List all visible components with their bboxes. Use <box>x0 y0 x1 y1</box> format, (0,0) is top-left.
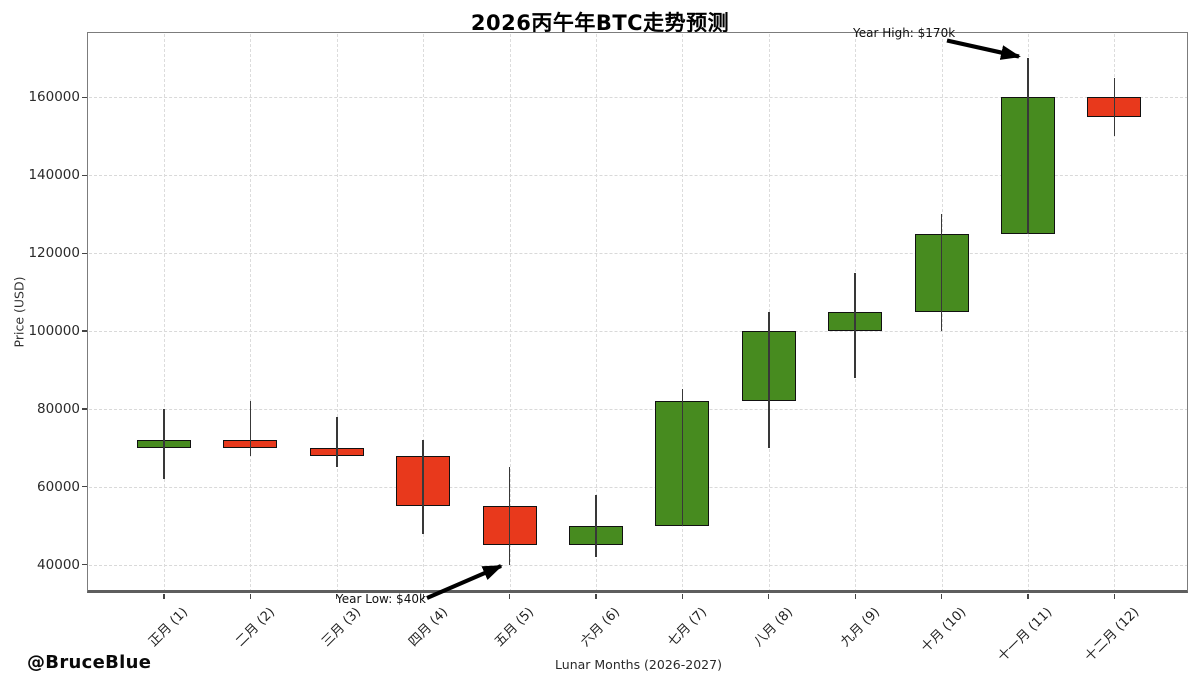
x-tick-label-5: 五月 (5) <box>492 604 538 650</box>
candle-wick-正月 (1) <box>163 408 165 480</box>
x-tick-mark-10 <box>941 594 943 599</box>
candle-wick-四月 (4) <box>422 440 425 534</box>
y-tick-label-60000: 60000 <box>37 478 80 495</box>
candle-wick-七月 (7) <box>681 389 684 526</box>
x-tick-label-11: 十一月 (11) <box>995 604 1056 665</box>
candle-wick-十二月 (12) <box>1113 77 1116 137</box>
x-tick-label-12: 十二月 (12) <box>1081 604 1142 665</box>
h-gridline-120000 <box>89 253 1188 255</box>
y-axis-label: Price (USD) <box>11 276 27 348</box>
x-tick-mark-9 <box>854 594 856 599</box>
y-tick-mark-100000 <box>82 330 88 332</box>
v-gridline-3 <box>336 34 338 592</box>
x-tick-label-6: 六月 (6) <box>578 604 624 650</box>
h-gridline-40000 <box>89 564 1188 566</box>
x-tick-label-3: 三月 (3) <box>319 604 365 650</box>
y-tick-label-120000: 120000 <box>28 245 80 262</box>
candle-wick-二月 (2) <box>249 401 252 456</box>
y-tick-mark-80000 <box>82 408 88 410</box>
x-tick-label-9: 九月 (9) <box>837 604 883 650</box>
v-gridline-2 <box>250 34 252 592</box>
x-tick-label-8: 八月 (8) <box>751 604 797 650</box>
x-tick-mark-3 <box>336 594 338 599</box>
annotation-year-high: Year High: $170k <box>853 26 956 40</box>
x-tick-mark-8 <box>768 594 770 599</box>
candle-wick-五月 (5) <box>508 467 511 565</box>
y-tick-label-100000: 100000 <box>28 323 80 340</box>
x-tick-label-4: 四月 (4) <box>405 604 451 650</box>
candle-wick-八月 (8) <box>767 311 770 448</box>
y-tick-mark-160000 <box>82 96 88 98</box>
y-tick-mark-120000 <box>82 252 88 254</box>
watermark: @BruceBlue <box>27 652 152 673</box>
y-tick-mark-40000 <box>82 564 88 566</box>
y-tick-mark-140000 <box>82 174 88 176</box>
v-gridline-11 <box>1028 34 1029 592</box>
v-gridline-12 <box>1114 34 1116 592</box>
x-tick-mark-12 <box>1113 594 1115 599</box>
x-tick-mark-4 <box>422 594 424 599</box>
y-tick-label-80000: 80000 <box>37 400 80 417</box>
v-gridline-5 <box>509 34 511 592</box>
candle-wick-三月 (3) <box>335 416 338 468</box>
v-gridline-7 <box>682 34 684 592</box>
x-axis-label: Lunar Months (2026-2027) <box>555 657 722 672</box>
x-tick-label-10: 十月 (10) <box>918 604 970 656</box>
x-tick-mark-5 <box>509 594 511 599</box>
x-tick-mark-6 <box>595 594 597 599</box>
year-low-arrow <box>426 564 503 600</box>
h-gridline-140000 <box>89 175 1188 177</box>
v-gridline-6 <box>596 34 597 592</box>
annotation-year-low: Year Low: $40k <box>336 592 426 606</box>
h-gridline-60000 <box>89 486 1188 488</box>
chart-title: 2026丙午年BTC走势预测 <box>470 11 730 35</box>
candle-wick-九月 (9) <box>854 272 857 378</box>
x-tick-label-1: 正月 (1) <box>146 604 192 650</box>
x-tick-mark-11 <box>1027 594 1029 599</box>
year-high-arrow <box>946 38 1021 60</box>
candle-wick-十月 (10) <box>940 214 943 332</box>
v-gridline-1 <box>164 34 165 592</box>
x-tick-mark-2 <box>249 594 251 599</box>
x-tick-mark-1 <box>163 594 165 599</box>
x-tick-mark-7 <box>681 594 683 599</box>
y-tick-mark-60000 <box>82 486 88 488</box>
x-tick-label-7: 七月 (7) <box>664 604 710 650</box>
candle-wick-十一月 (11) <box>1027 58 1029 234</box>
y-tick-label-40000: 40000 <box>37 556 80 573</box>
candle-wick-六月 (6) <box>595 494 597 557</box>
y-tick-label-160000: 160000 <box>28 89 80 106</box>
x-tick-label-2: 二月 (2) <box>232 604 278 650</box>
y-tick-label-140000: 140000 <box>28 167 80 184</box>
v-gridline-4 <box>423 34 425 592</box>
h-gridline-80000 <box>89 408 1188 410</box>
h-gridline-100000 <box>89 331 1188 333</box>
h-gridline-160000 <box>89 97 1188 99</box>
